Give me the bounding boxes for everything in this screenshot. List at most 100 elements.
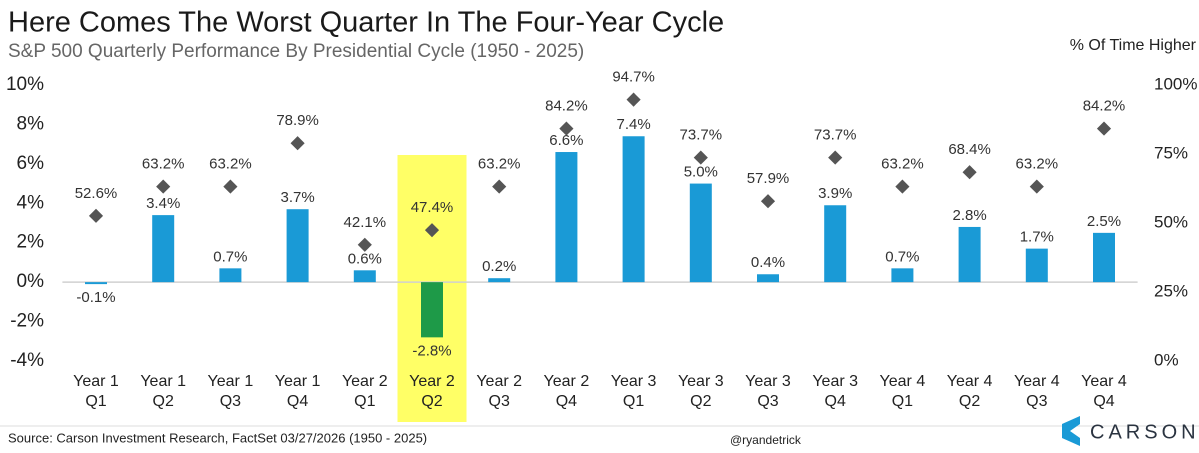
bar — [152, 215, 175, 283]
bar-label: 7.4% — [616, 116, 650, 133]
marker-label: 57.9% — [747, 170, 790, 187]
marker-label: 94.7% — [612, 69, 655, 86]
x-tick-label: Year 2 Q2 — [409, 373, 455, 410]
y-tick-label: 10% — [6, 74, 44, 95]
bar — [1093, 232, 1115, 283]
bar-label: 3.7% — [280, 189, 314, 206]
y2-tick-label: 25% — [1154, 281, 1188, 300]
marker-label: 73.7% — [680, 127, 723, 144]
bar — [622, 136, 645, 283]
chart-title: Here Comes The Worst Quarter In The Four… — [8, 7, 724, 39]
marker-label: 63.2% — [478, 156, 521, 173]
bar — [689, 183, 712, 283]
bar-label: 2.5% — [1087, 213, 1121, 230]
bar-label: -0.1% — [76, 289, 115, 306]
marker-label: 63.2% — [209, 156, 252, 173]
x-tick-label: Year 1 Q2 — [140, 373, 187, 410]
bar — [219, 268, 242, 283]
diamond-marker — [357, 237, 372, 252]
y-tick-label: 6% — [17, 153, 45, 174]
y-tick-label: 4% — [17, 192, 45, 213]
diamond-marker — [1029, 179, 1044, 194]
bar — [757, 274, 779, 283]
logo: CARSON — [1090, 421, 1199, 443]
bar — [1025, 248, 1048, 283]
bar-label: 0.2% — [482, 258, 516, 275]
bar — [488, 278, 511, 283]
x-tick-label: Year 4 Q4 — [1081, 373, 1127, 410]
diamond-marker — [895, 179, 910, 194]
y-tick-label: 0% — [17, 271, 45, 292]
x-tick-label: Year 2 Q4 — [543, 373, 590, 410]
bar-label: 5.0% — [684, 164, 718, 181]
diamond-marker — [693, 150, 708, 165]
marker-label: 84.2% — [1083, 98, 1126, 115]
x-tick-label: Year 3 Q4 — [812, 373, 859, 410]
bar — [353, 270, 376, 283]
logo-icon — [1062, 416, 1080, 446]
marker-label: 63.2% — [1016, 156, 1059, 173]
y2-axis-label: % Of Time Higher — [1070, 37, 1197, 54]
diamond-marker — [1096, 121, 1112, 136]
marker-label: 63.2% — [142, 156, 185, 173]
marker-label: 73.7% — [814, 127, 857, 144]
bar — [958, 226, 981, 283]
y-tick-label: 8% — [17, 113, 45, 134]
x-tick-label: Year 2 Q3 — [476, 373, 523, 410]
x-tick-label: Year 3 Q1 — [610, 373, 657, 410]
diamond-marker — [962, 165, 977, 180]
diamond-marker — [156, 179, 171, 194]
y-tick-label: -2% — [10, 311, 44, 332]
diamond-marker — [223, 179, 238, 194]
marker-label: 78.9% — [276, 112, 319, 129]
marker-label: 42.1% — [344, 214, 387, 231]
marker-label: 63.2% — [881, 156, 924, 173]
bar — [824, 205, 847, 283]
diamond-marker — [828, 150, 843, 165]
x-tick-label: Year 1 Q4 — [274, 373, 321, 410]
x-tick-label: Year 4 Q2 — [946, 373, 993, 410]
bar-label: 0.6% — [348, 250, 382, 267]
y2-tick-label: 100% — [1154, 74, 1197, 93]
marker-label: 47.4% — [411, 199, 454, 216]
x-tick-label: Year 2 Q1 — [341, 373, 388, 410]
marker-label: 52.6% — [75, 185, 118, 202]
bar-label: 3.9% — [818, 185, 852, 202]
diamond-marker — [492, 179, 507, 194]
diamond-marker — [559, 121, 574, 136]
diamond-marker — [626, 92, 641, 107]
marker-label: 84.2% — [545, 98, 588, 115]
marker-label: 68.4% — [948, 141, 991, 158]
bar — [286, 209, 309, 283]
bar-label: 2.8% — [952, 207, 986, 224]
x-tick-label: Year 1 Q1 — [73, 373, 119, 410]
y-tick-label: 2% — [17, 232, 45, 253]
bar-label: 0.4% — [751, 254, 785, 271]
diamond-marker — [290, 136, 305, 151]
credit: @ryandetrick — [730, 433, 802, 447]
y2-tick-label: 75% — [1154, 143, 1188, 162]
x-tick-label: Year 1 Q3 — [207, 373, 254, 410]
bar — [421, 282, 443, 338]
bar-label: -2.8% — [412, 342, 451, 359]
y-tick-label: -4% — [10, 350, 44, 371]
bar-label: 0.7% — [213, 248, 247, 265]
bar — [85, 282, 107, 285]
bar-label: 3.4% — [146, 195, 180, 212]
x-tick-label: Year 3 Q2 — [677, 373, 724, 410]
y2-tick-label: 0% — [1154, 350, 1179, 369]
bar-label: 1.7% — [1020, 229, 1054, 246]
diamond-marker — [88, 208, 104, 223]
bar-label: 0.7% — [885, 248, 919, 265]
diamond-marker — [760, 194, 776, 209]
diamond-marker — [424, 223, 440, 238]
bar — [555, 152, 578, 283]
y2-tick-label: 50% — [1154, 212, 1188, 231]
source: Source: Carson Investment Research, Fact… — [8, 430, 427, 445]
x-tick-label: Year 4 Q3 — [1013, 373, 1060, 410]
x-tick-label: Year 3 Q3 — [745, 373, 791, 410]
chart-subtitle: S&P 500 Quarterly Performance By Preside… — [8, 41, 584, 62]
x-tick-label: Year 4 Q1 — [879, 373, 926, 410]
